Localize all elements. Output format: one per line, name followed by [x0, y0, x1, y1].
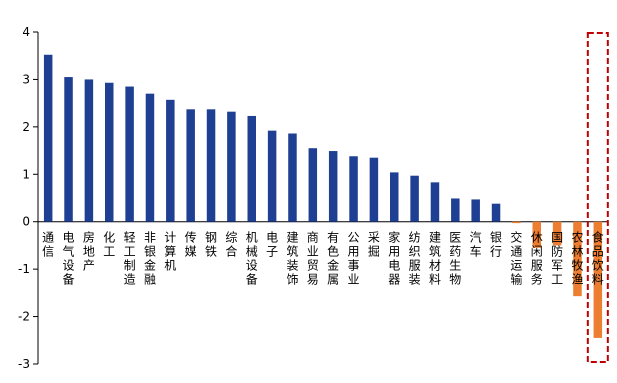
category-label: 电气设备: [63, 231, 75, 287]
category-label: 非银金融: [144, 231, 156, 287]
y-tick-label: -3: [18, 357, 30, 371]
category-label: 农林牧渔: [571, 231, 583, 287]
bar: [512, 221, 521, 224]
bar: [451, 198, 460, 222]
y-tick-label: 3: [22, 72, 30, 86]
category-labels: 通信电气设备房地产化工轻工制造非银金融计算机传媒钢铁综合机械设备电子建筑装饰商业…: [42, 230, 604, 287]
y-tick-label: -2: [18, 310, 30, 324]
bar: [105, 82, 114, 222]
category-label: 公用事业: [348, 231, 360, 287]
category-label: 钢铁: [205, 231, 217, 259]
y-tick-label: 1: [22, 167, 30, 181]
y-tick-label: 0: [22, 215, 30, 229]
category-label: 轻工制造: [124, 231, 136, 287]
bar: [593, 221, 603, 338]
bar: [552, 221, 562, 246]
chart-bars: [43, 54, 603, 338]
category-label: 有色金属: [327, 231, 339, 287]
highlight-box: [586, 32, 609, 363]
bar: [227, 111, 236, 222]
bar: [328, 151, 338, 222]
category-label: 计算机: [164, 231, 176, 273]
category-label: 家用电器: [388, 230, 400, 287]
bar: [125, 86, 134, 222]
bar: [166, 99, 175, 222]
bar: [64, 77, 73, 222]
bar: [308, 148, 318, 222]
category-label: 交通运输: [510, 230, 522, 287]
category-label: 银行: [490, 231, 502, 259]
category-label: 采掘: [368, 231, 380, 259]
bar: [532, 221, 541, 248]
y-tick-label: 4: [22, 25, 30, 39]
y-tick-labels: 4 3 2 1 0 -1 -2 -3: [18, 25, 30, 371]
category-label: 商业贸易: [307, 230, 319, 287]
y-tick-label: -1: [18, 262, 30, 276]
bar: [390, 172, 399, 222]
bar: [206, 109, 216, 222]
bar: [430, 182, 440, 222]
category-label: 建筑材料: [429, 231, 441, 287]
category-label: 通信: [42, 231, 54, 259]
y-tick-label: 2: [22, 120, 30, 134]
category-label: 汽车: [470, 230, 482, 259]
bar: [573, 221, 582, 297]
bar: [410, 175, 419, 222]
bar: [267, 130, 277, 222]
bar: [369, 157, 379, 222]
bar: [491, 203, 501, 222]
category-label: 化工: [103, 231, 115, 259]
category-label: 电子: [266, 231, 278, 259]
category-label: 国防军工: [551, 231, 563, 287]
bar: [247, 115, 256, 222]
category-label: 建筑装饰: [286, 231, 298, 287]
bar: [145, 93, 155, 222]
category-label: 休闲服务: [531, 231, 543, 287]
category-label: 综合: [225, 231, 237, 259]
category-label: 医药生物: [449, 231, 461, 287]
bar: [471, 199, 480, 222]
bar: [84, 79, 94, 222]
category-label: 食品饮料: [592, 230, 604, 287]
bar: [186, 109, 195, 222]
category-label: 纺织服装: [409, 231, 421, 287]
chart-axes: [33, 31, 608, 365]
bar: [349, 156, 358, 222]
category-label: 机械设备: [246, 231, 258, 287]
category-label: 房地产: [83, 230, 95, 273]
category-label: 传媒: [185, 230, 197, 259]
bar: [288, 133, 297, 222]
bar: [43, 54, 53, 222]
